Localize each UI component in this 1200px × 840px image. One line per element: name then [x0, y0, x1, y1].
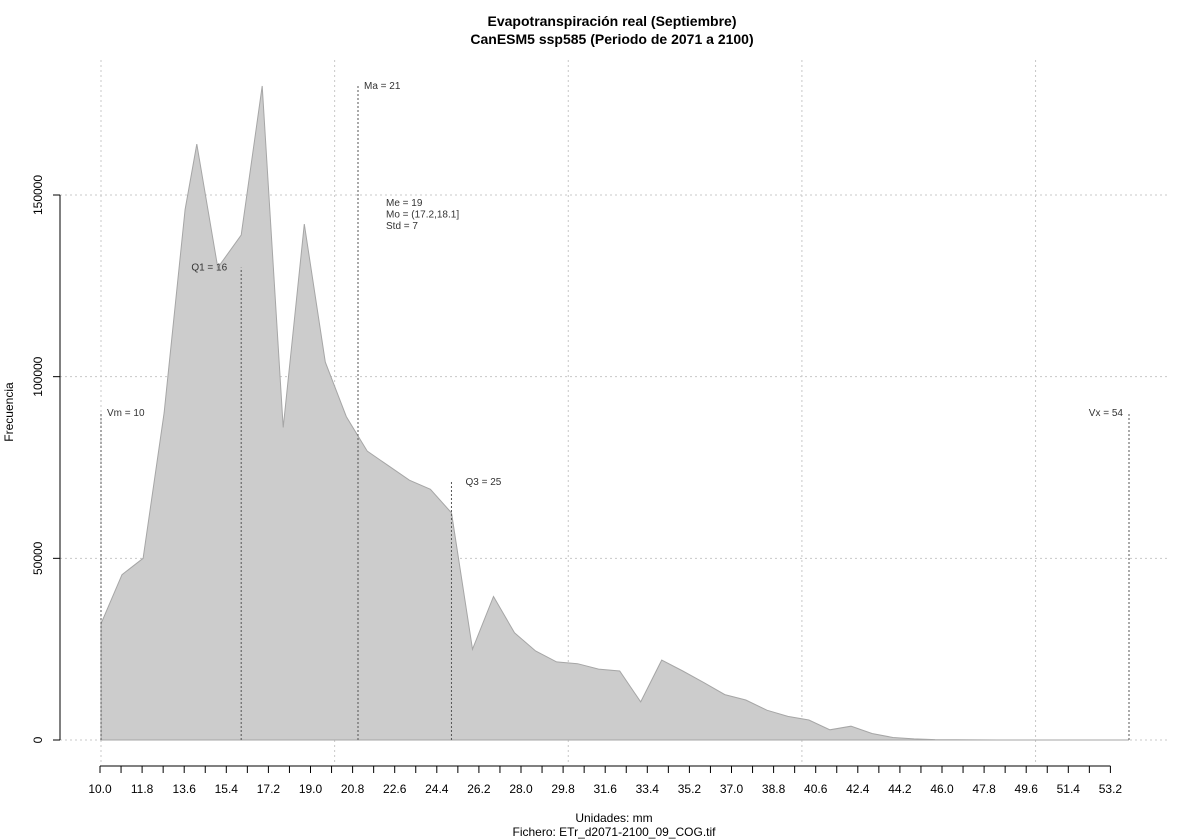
x-tick-label: 42.4: [846, 782, 870, 796]
x-tick-label: 28.0: [509, 782, 533, 796]
x-tick-label: 44.2: [888, 782, 912, 796]
reference-line-label: Q3 = 25: [465, 477, 501, 488]
x-tick-label: 22.6: [383, 782, 407, 796]
x-tick-label: 24.4: [425, 782, 449, 796]
y-tick-label: 50000: [31, 541, 45, 575]
stats-line: Me = 19: [386, 198, 423, 209]
reference-line-label: Vm = 10: [107, 408, 145, 419]
x-tick-label: 11.8: [131, 782, 154, 796]
x-tick-label: 46.0: [930, 782, 954, 796]
chart-subtitle: CanESM5 ssp585 (Periodo de 2071 a 2100): [470, 31, 753, 47]
y-axis-label: Frecuencia: [2, 382, 16, 442]
x-tick-label: 26.2: [467, 782, 491, 796]
frequency-area: [100, 85, 1129, 741]
x-tick-label: 15.4: [215, 782, 239, 796]
x-tick-label: 51.4: [1057, 782, 1081, 796]
file-caption: Fichero: ETr_d2071-2100_09_COG.tif: [513, 825, 717, 839]
x-tick-label: 35.2: [678, 782, 702, 796]
reference-line-label: Vx = 54: [1089, 408, 1124, 419]
y-tick-label: 100000: [31, 356, 45, 396]
x-axis-label: Unidades: mm: [575, 811, 652, 825]
x-tick-label: 29.8: [551, 782, 575, 796]
x-tick-label: 40.6: [804, 782, 828, 796]
x-tick-label: 53.2: [1099, 782, 1123, 796]
x-tick-label: 47.8: [972, 782, 996, 796]
x-tick-label: 13.6: [173, 782, 197, 796]
x-tick-label: 31.6: [594, 782, 618, 796]
y-tick-label: 0: [31, 736, 45, 743]
y-tick-label: 150000: [31, 175, 45, 215]
x-axis: 10.0 11.8 13.6 15.4 17.2 19.0 20.8 22.6 24.4 26.2…: [88, 765, 1123, 796]
x-tick-label: 49.6: [1015, 782, 1039, 796]
reference-line-label: Q1 = 16: [191, 263, 227, 274]
reference-line-label: Ma = 21: [364, 81, 401, 92]
x-tick-label: 37.0: [720, 782, 744, 796]
stats-line: Std = 7: [386, 221, 418, 232]
x-tick-label: 19.0: [299, 782, 323, 796]
x-tick-label: 20.8: [341, 782, 365, 796]
x-tick-label: 10.0: [88, 782, 112, 796]
x-tick-label: 17.2: [257, 782, 281, 796]
x-tick-label: 33.4: [636, 782, 660, 796]
y-axis: 0 50000 100000 150000: [31, 175, 61, 743]
x-tick-label: 38.8: [762, 782, 786, 796]
reference-lines: Vm = 10 Q1 = 16 Ma = 21 Q3 = 25 Vx = 54: [100, 81, 1130, 740]
chart-title: Evapotranspiración real (Septiembre): [488, 13, 737, 29]
stats-line: Mo = (17.2,18.1]: [386, 210, 459, 221]
